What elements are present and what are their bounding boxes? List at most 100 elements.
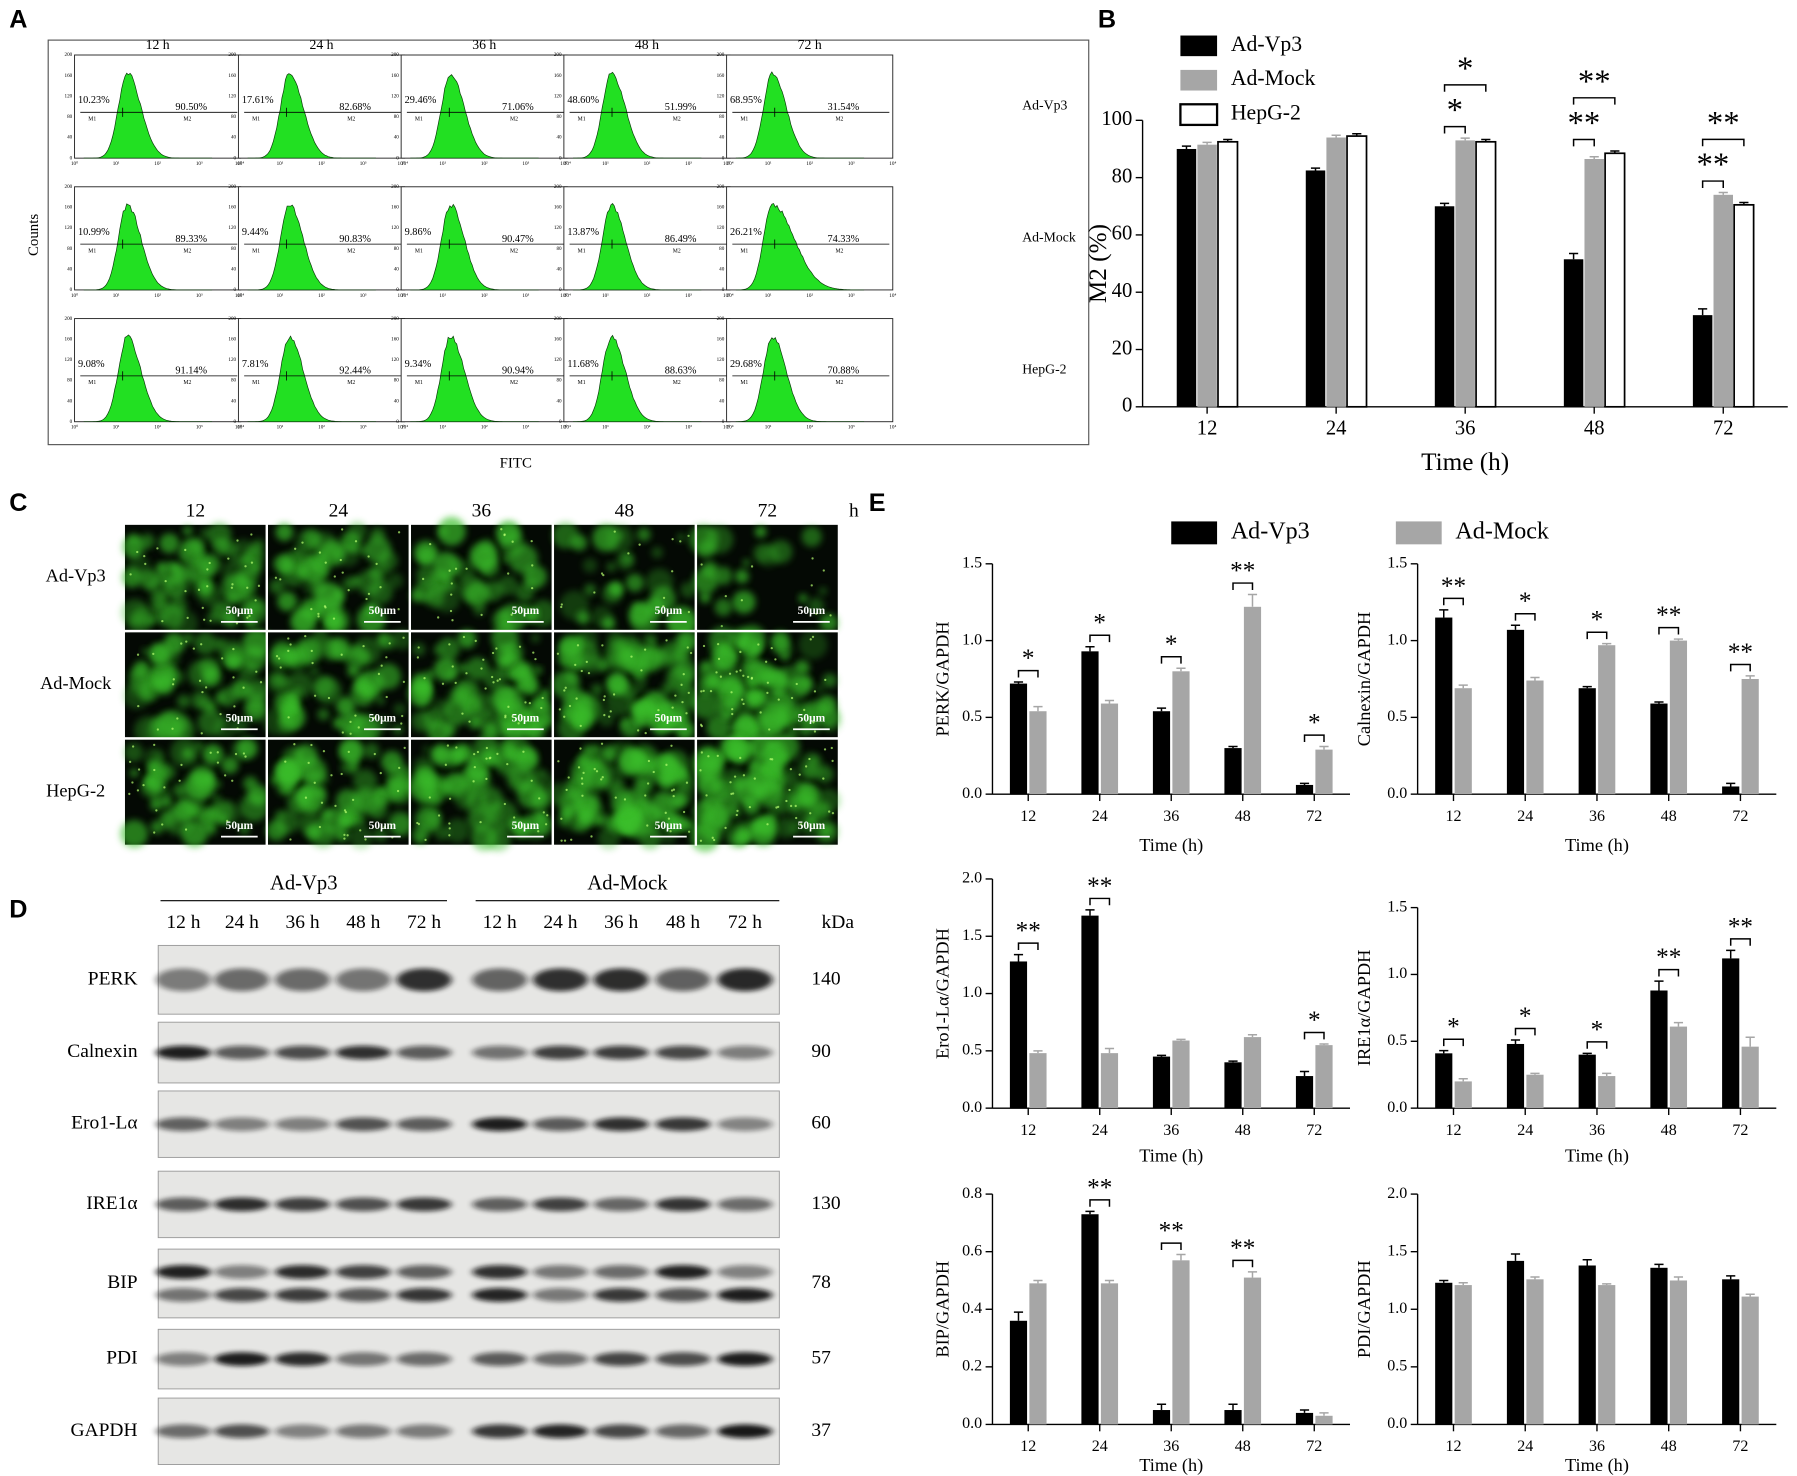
fluorescence-dot bbox=[136, 789, 140, 792]
x-tick-label: 48 bbox=[1661, 808, 1677, 825]
significance-bracket bbox=[1514, 613, 1536, 621]
fluorescence-dot bbox=[232, 647, 235, 651]
error-bar bbox=[1310, 167, 1321, 171]
fluorescence bbox=[732, 590, 756, 614]
fluorescence-dot bbox=[748, 805, 752, 809]
histogram-y-tick: 160 bbox=[65, 205, 73, 211]
scale-bar-label: 50μm bbox=[798, 820, 826, 832]
y-axis-label: BIP/GAPDH bbox=[933, 1261, 953, 1358]
histogram-x-tick: 10⁴ bbox=[889, 161, 896, 167]
error-bar bbox=[1013, 681, 1024, 684]
histogram-x-tick: 10⁴ bbox=[727, 293, 734, 299]
y-tick-label: 1.0 bbox=[1387, 1300, 1407, 1317]
fluorescence-dot bbox=[320, 801, 324, 804]
histogram-x-tick: 10¹ bbox=[765, 161, 772, 167]
gate-label: M2 bbox=[183, 248, 191, 254]
fluorescence-dot bbox=[603, 713, 606, 717]
gate-label: M2 bbox=[835, 116, 843, 122]
histogram-x-tick: 10² bbox=[806, 425, 813, 431]
panel-label: A bbox=[9, 5, 27, 33]
fluorescence bbox=[558, 636, 581, 658]
y-tick-label: 0.6 bbox=[962, 1242, 982, 1259]
fluorescence bbox=[238, 603, 252, 617]
blot-band bbox=[335, 968, 391, 992]
significance-label: * bbox=[1519, 1003, 1532, 1030]
legend-label: Ad-Mock bbox=[1455, 518, 1549, 544]
significance-label: ** bbox=[1568, 106, 1601, 142]
error-bar bbox=[1654, 701, 1664, 704]
histogram-y-tick: 160 bbox=[228, 205, 236, 211]
fluorescence-dot bbox=[716, 754, 719, 758]
fluorescence-dot bbox=[715, 671, 718, 674]
fluorescence-dot bbox=[402, 636, 405, 639]
kda-label: 130 bbox=[811, 1193, 840, 1214]
fluorescence-dot bbox=[403, 746, 406, 750]
fluorescence bbox=[702, 561, 718, 578]
fluorescence bbox=[297, 786, 314, 804]
lane-label: 48 h bbox=[346, 912, 380, 933]
fluorescence-dot bbox=[289, 838, 292, 841]
histogram-x-tick: 10¹ bbox=[602, 293, 609, 299]
error-bar bbox=[1156, 707, 1167, 712]
gate-m1-percent: 9.34% bbox=[405, 359, 432, 370]
y-axis-label: PDI/GAPDH bbox=[1354, 1260, 1374, 1358]
fluorescence-dot bbox=[209, 751, 212, 754]
fluorescence-dot bbox=[512, 816, 516, 819]
blot-band bbox=[593, 1424, 649, 1439]
fluorescence-dot bbox=[576, 644, 580, 647]
x-axis-label: Time (h) bbox=[1565, 835, 1629, 856]
fluorescence bbox=[247, 784, 269, 806]
fluorescence bbox=[445, 818, 470, 843]
y-tick-label: 0 bbox=[1122, 395, 1132, 417]
fluorescence bbox=[713, 782, 724, 793]
significance-bracket bbox=[1089, 634, 1111, 643]
fluorescence-dot bbox=[346, 834, 349, 837]
fluorescence-dot bbox=[206, 585, 209, 588]
fluorescence bbox=[694, 759, 724, 790]
bar bbox=[1152, 711, 1171, 795]
error-bar bbox=[1726, 782, 1736, 787]
fluorescence-dot bbox=[643, 648, 647, 651]
x-tick-label: 36 bbox=[1163, 808, 1179, 825]
fluorescence-dot bbox=[830, 746, 833, 750]
significance-bracket bbox=[1701, 180, 1724, 188]
histogram-x-tick: 10² bbox=[644, 425, 651, 431]
histogram-fill bbox=[573, 203, 702, 291]
gate-m1-percent: 26.21% bbox=[730, 227, 762, 238]
fluorescence bbox=[446, 669, 457, 680]
fluorescence-dot bbox=[184, 548, 187, 552]
fluorescence-dot bbox=[579, 747, 582, 750]
fluorescence-dot bbox=[428, 542, 432, 546]
fluorescence bbox=[571, 534, 588, 551]
bar bbox=[1741, 1296, 1759, 1425]
blot-band bbox=[655, 1265, 711, 1279]
fluorescence bbox=[174, 565, 192, 583]
fluorescence-dot bbox=[770, 647, 773, 650]
column-header: 48 h bbox=[635, 37, 659, 52]
significance-label: ** bbox=[1087, 873, 1112, 900]
fluorescence bbox=[625, 573, 644, 592]
error-bar bbox=[1319, 1043, 1329, 1046]
histogram-x-tick: 10⁴ bbox=[889, 425, 896, 431]
fluorescence-dot bbox=[680, 683, 683, 686]
fluorescence-dot bbox=[400, 722, 403, 725]
significance-bracket bbox=[1089, 897, 1111, 906]
error-bar bbox=[1331, 134, 1341, 138]
kda-header: kDa bbox=[822, 912, 855, 933]
fluorescence-dot bbox=[275, 655, 279, 658]
fluorescence-dot bbox=[810, 584, 813, 587]
fluorescence bbox=[351, 645, 367, 661]
gate-label: M1 bbox=[252, 116, 260, 122]
fluorescence-dot bbox=[546, 814, 549, 817]
fluorescence bbox=[221, 756, 239, 774]
histogram-y-tick: 200 bbox=[717, 184, 725, 190]
error-bar bbox=[1228, 745, 1238, 749]
histogram-y-tick: 0 bbox=[559, 419, 562, 425]
fluorescence bbox=[424, 587, 445, 608]
fluorescence-dot bbox=[304, 796, 308, 799]
significance-label: * bbox=[1447, 1014, 1460, 1041]
fluorescence-dot bbox=[152, 652, 155, 656]
fluorescence bbox=[390, 814, 413, 837]
x-tick-label: 48 bbox=[1235, 808, 1251, 825]
fluorescence-dot bbox=[735, 670, 738, 673]
